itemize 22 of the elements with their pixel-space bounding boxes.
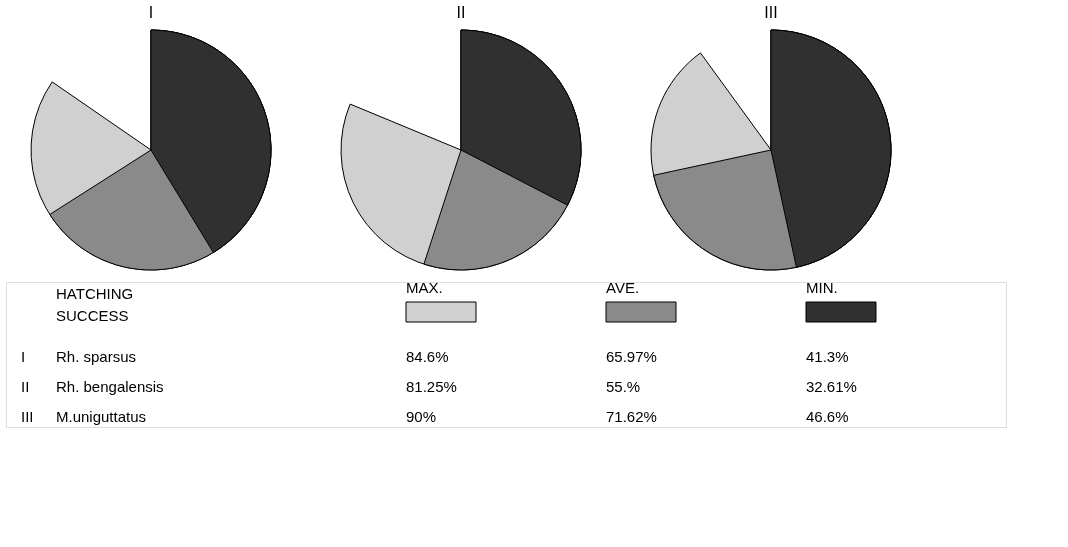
- data-label: 65.97%: [606, 348, 657, 365]
- text: M.uniguttatus: [56, 408, 147, 425]
- data-label: 90%: [406, 408, 437, 425]
- text: II: [456, 4, 466, 21]
- category-label: MIN.: [806, 279, 838, 296]
- chart-title: III: [764, 4, 778, 21]
- text: I: [21, 348, 26, 365]
- data-label: 32.61%: [806, 378, 857, 395]
- category-label: MAX.: [406, 279, 443, 296]
- chart-title: I: [148, 4, 154, 21]
- data-label: 46.6%: [806, 408, 849, 425]
- text: III: [21, 408, 34, 425]
- text: Rh. bengalensis: [56, 378, 164, 395]
- text: Rh. sparsus: [56, 348, 137, 365]
- data-label: 84.6%: [406, 348, 449, 365]
- chart-title: II: [21, 378, 30, 395]
- data-label: 81.25%: [406, 378, 457, 395]
- data-label: 71.62%: [606, 408, 657, 425]
- legend-title: HATCHING SUCCESS: [56, 285, 134, 324]
- category-label: AVE.: [606, 279, 640, 296]
- data-label: 55.%: [606, 378, 641, 395]
- data-label: 41.3%: [806, 348, 849, 365]
